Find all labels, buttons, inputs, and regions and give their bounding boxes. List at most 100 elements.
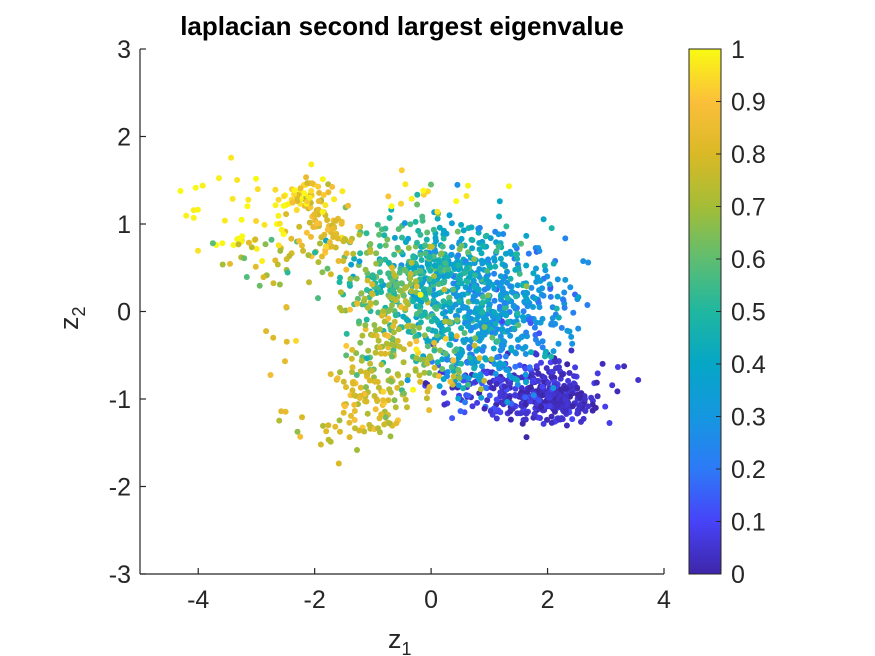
scatter-point xyxy=(504,319,511,325)
colorbar-tick-label: 1 xyxy=(731,36,745,64)
scatter-point xyxy=(554,293,561,300)
scatter-point xyxy=(426,286,433,293)
scatter-point xyxy=(349,387,356,394)
colorbar-gradient xyxy=(688,48,722,575)
scatter-point xyxy=(389,264,396,271)
colorbar-tick-label: 0.8 xyxy=(731,141,766,169)
scatter-point xyxy=(410,298,417,305)
scatter-point xyxy=(219,240,226,247)
scatter-point xyxy=(381,421,388,428)
scatter-point xyxy=(514,255,521,262)
scatter-point xyxy=(515,336,521,343)
scatter-point xyxy=(389,335,396,342)
scatter-point xyxy=(306,279,312,286)
scatter-point xyxy=(483,356,489,363)
scatter-point xyxy=(392,272,398,279)
scatter-point xyxy=(400,292,407,299)
plot-background xyxy=(140,49,664,574)
scatter-point xyxy=(391,251,398,258)
axes xyxy=(139,48,665,575)
scatter-point xyxy=(539,338,546,345)
scatter-point xyxy=(570,309,577,316)
scatter-point xyxy=(455,382,462,389)
scatter-point xyxy=(581,396,588,403)
scatter-point xyxy=(338,307,345,314)
scatter-point xyxy=(523,379,529,386)
scatter-point xyxy=(356,231,363,238)
scatter-point xyxy=(364,371,371,378)
scatter-point xyxy=(347,275,354,282)
scatter-point xyxy=(296,238,303,244)
scatter-point xyxy=(410,254,417,261)
scatter-point xyxy=(557,386,564,393)
scatter-point xyxy=(373,260,380,267)
scatter-point xyxy=(462,399,468,406)
scatter-point xyxy=(501,262,508,269)
scatter-point xyxy=(458,360,465,367)
scatter-point xyxy=(523,283,530,290)
scatter-point xyxy=(380,397,387,404)
scatter-point xyxy=(456,298,463,304)
scatter-point xyxy=(421,369,428,376)
scatter-point xyxy=(335,258,342,264)
scatter-point xyxy=(503,366,510,373)
scatter-point xyxy=(319,176,326,183)
scatter-point xyxy=(319,208,326,215)
scatter-point xyxy=(243,274,250,280)
scatter-point xyxy=(497,293,504,300)
scatter-point xyxy=(389,287,396,293)
scatter-point xyxy=(504,327,511,334)
scatter-point xyxy=(541,353,548,360)
scatter-point xyxy=(492,320,499,327)
scatter-point xyxy=(392,312,399,319)
scatter-point xyxy=(490,385,497,392)
scatter-point xyxy=(476,266,483,272)
scatter-point xyxy=(438,250,445,257)
scatter-point xyxy=(294,428,301,435)
scatter-point xyxy=(253,175,259,182)
scatter-point xyxy=(569,340,576,347)
scatter-point xyxy=(378,289,385,296)
scatter-point xyxy=(358,357,365,364)
scatter-point xyxy=(465,249,472,256)
scatter-point xyxy=(434,359,441,366)
scatter-point xyxy=(439,356,446,363)
y-axis-label-main: z xyxy=(54,317,84,331)
scatter-point xyxy=(554,403,561,410)
scatter-point xyxy=(346,419,353,426)
scatter-point xyxy=(369,281,376,288)
scatter-point xyxy=(263,328,270,335)
scatter-point xyxy=(469,245,476,252)
scatter-point xyxy=(221,217,228,224)
scatter-point xyxy=(465,182,471,189)
scatter-point xyxy=(335,460,342,467)
scatter-point xyxy=(463,193,470,199)
scatter-point xyxy=(392,404,399,411)
scatter-point xyxy=(348,412,354,419)
scatter-point xyxy=(426,254,433,261)
scatter-point xyxy=(340,378,347,385)
scatter-point xyxy=(419,213,426,220)
scatter-point xyxy=(307,194,313,201)
scatter-point xyxy=(471,309,478,316)
scatter-point xyxy=(468,236,475,243)
scatter-point xyxy=(303,229,310,236)
scatter-point xyxy=(322,243,329,250)
scatter-point xyxy=(588,394,595,401)
scatter-point xyxy=(503,223,510,230)
scatter-point xyxy=(283,211,290,218)
scatter-point xyxy=(465,392,472,399)
scatter-point xyxy=(280,202,287,209)
scatter-point xyxy=(304,180,311,187)
scatter-point xyxy=(491,309,498,316)
scatter-point xyxy=(374,221,381,228)
scatter-point xyxy=(447,378,454,385)
scatter-point xyxy=(385,193,392,200)
scatter-point xyxy=(519,420,526,427)
scatter-point xyxy=(413,346,420,353)
scatter-point xyxy=(499,325,506,332)
scatter-point xyxy=(276,281,283,288)
scatter-point xyxy=(366,421,373,428)
scatter-point xyxy=(388,341,395,348)
colorbar-tick-label: 0 xyxy=(731,561,745,589)
